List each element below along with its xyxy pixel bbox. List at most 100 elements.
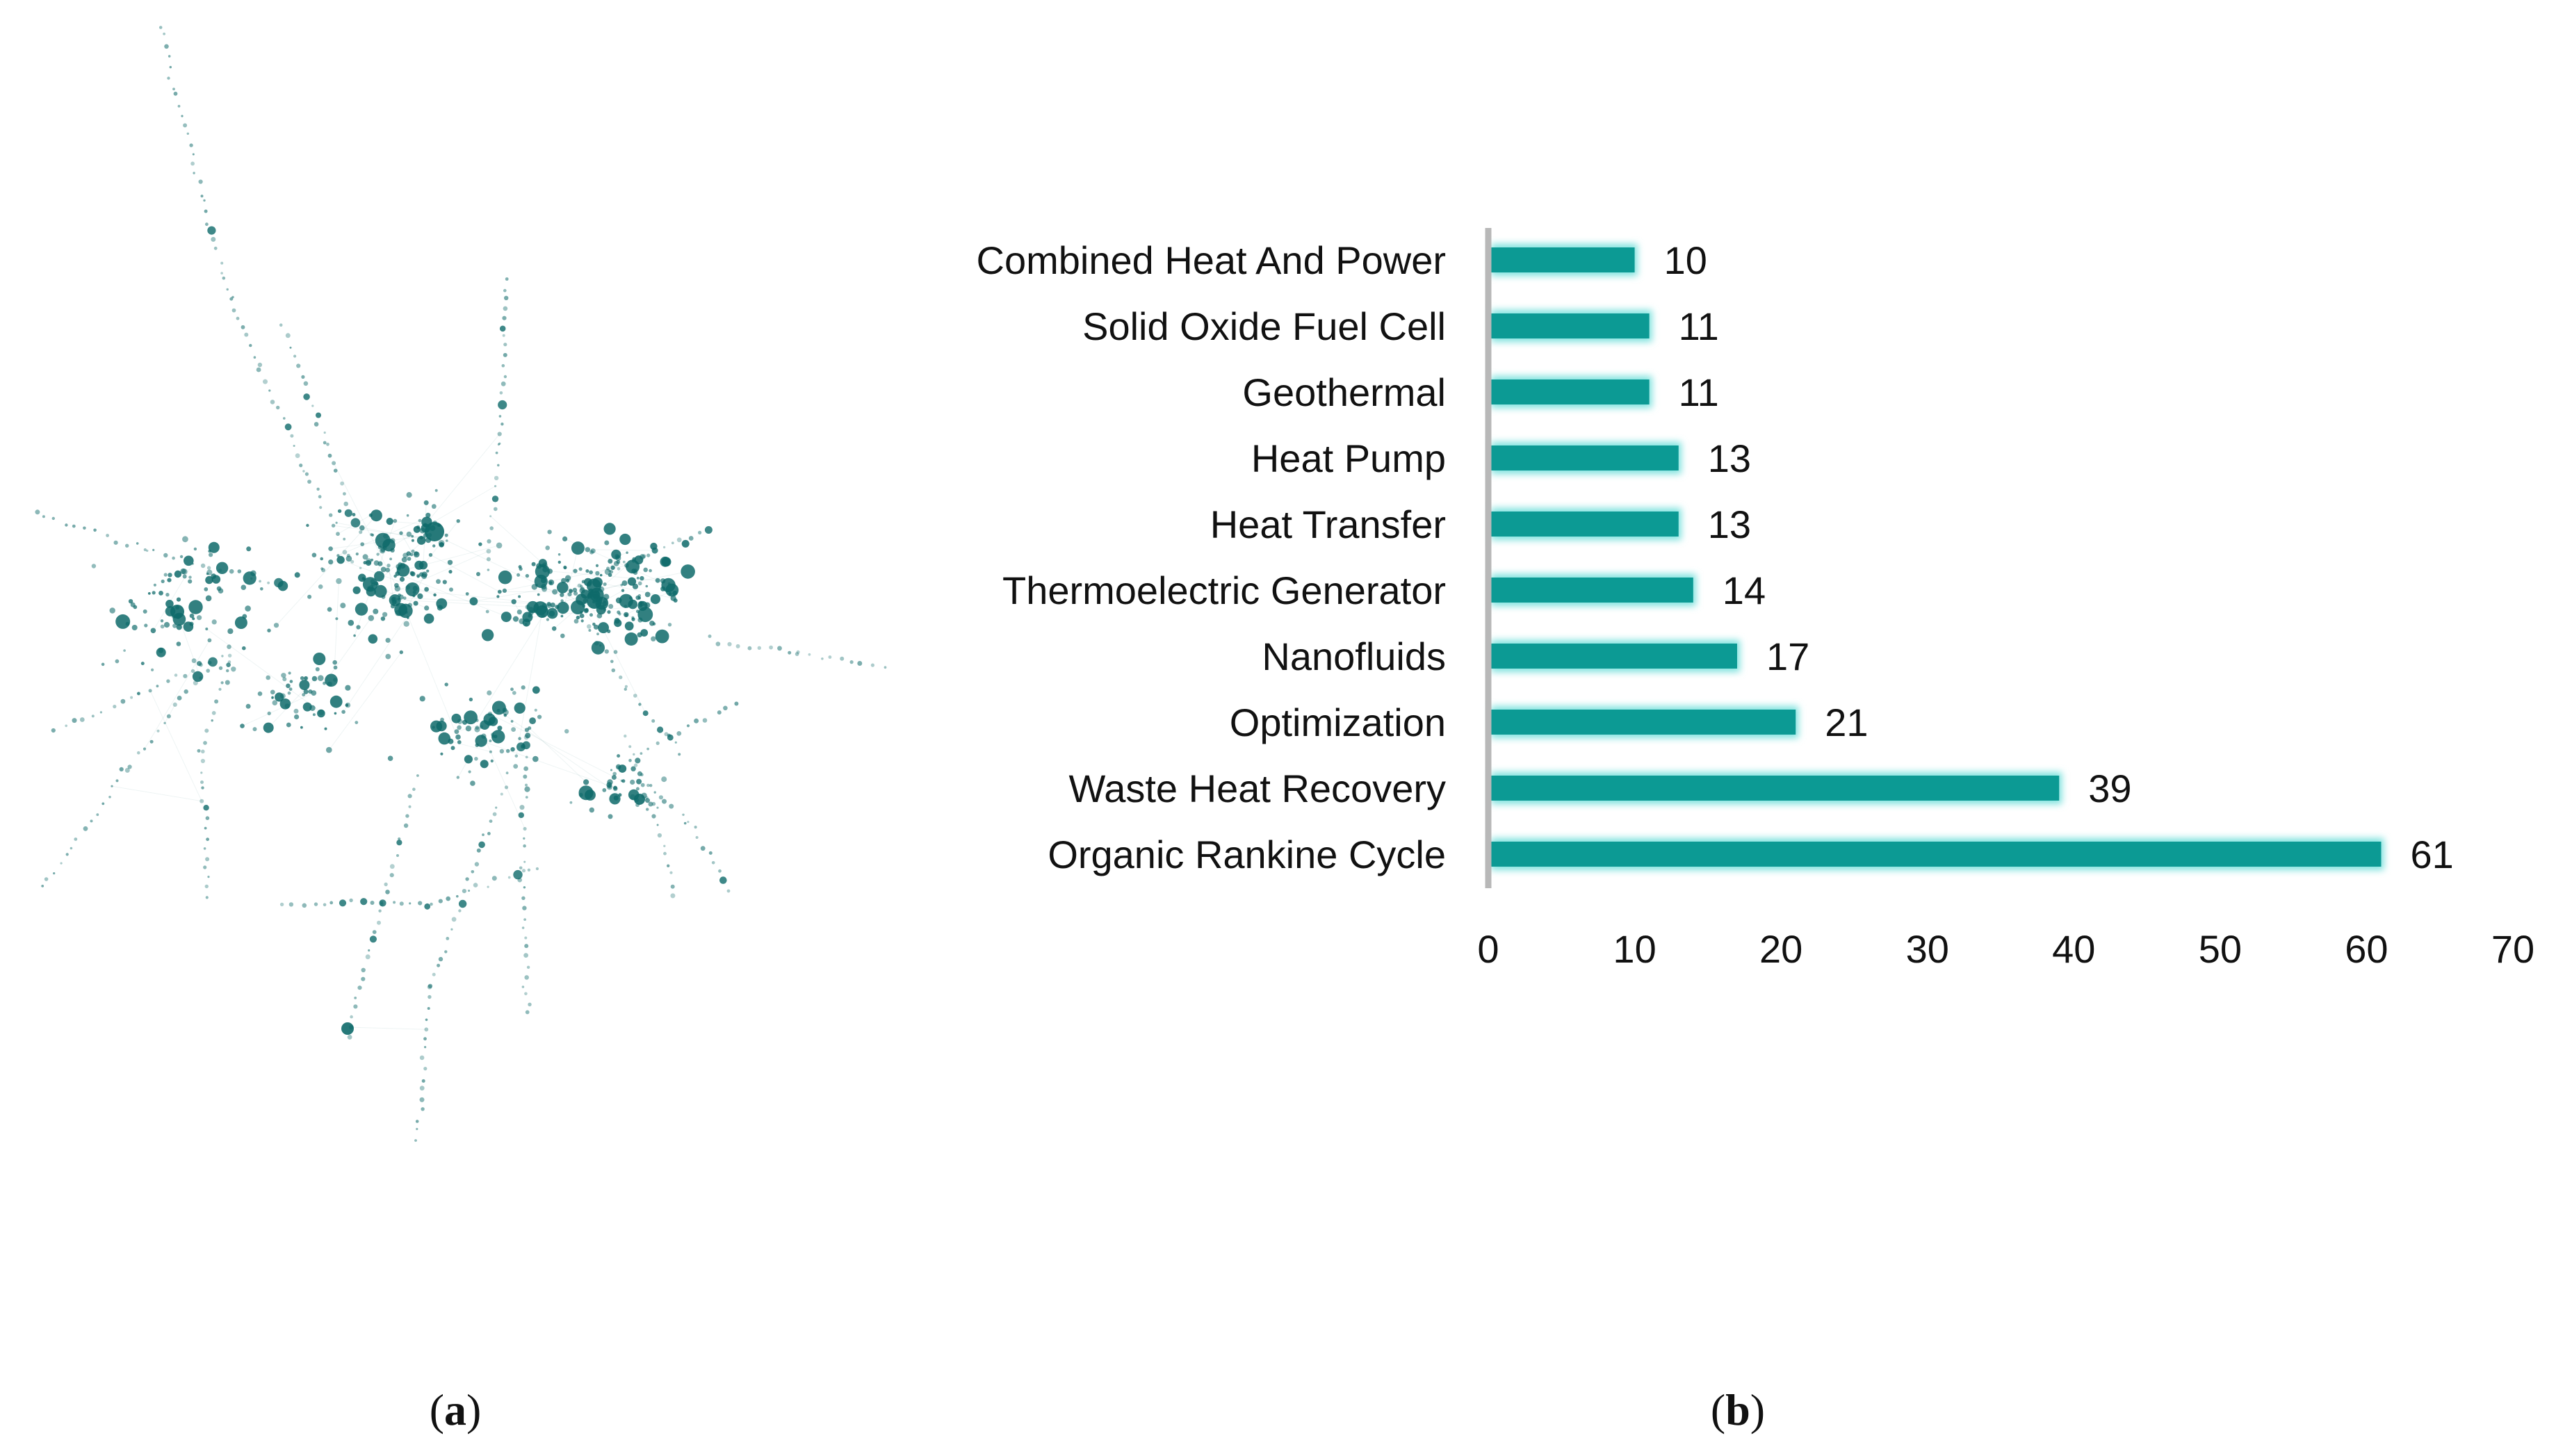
network-node: [571, 541, 585, 555]
network-node: [669, 803, 674, 809]
network-node: [244, 332, 249, 337]
network-node: [300, 726, 303, 729]
network-node: [396, 840, 402, 846]
x-tick-label: 30: [1906, 927, 1949, 971]
network-node: [540, 578, 547, 584]
network-node: [313, 653, 326, 665]
network-edge: [489, 713, 622, 781]
network-node: [715, 641, 721, 646]
value-label: 13: [1708, 502, 1751, 546]
network-node: [645, 584, 649, 588]
network-node: [227, 660, 231, 664]
network-node: [630, 766, 636, 771]
network-node: [682, 813, 685, 817]
network-node: [607, 610, 611, 614]
network-node: [60, 862, 63, 865]
network-node: [333, 468, 338, 473]
network-node: [458, 899, 467, 908]
network-node: [471, 870, 475, 874]
network-node: [350, 1015, 353, 1019]
network-node: [563, 565, 567, 570]
network-node: [125, 543, 129, 548]
network-node: [411, 534, 414, 538]
bar: [1491, 313, 1650, 338]
network-node: [41, 885, 44, 887]
network-node: [156, 729, 160, 733]
network-node: [613, 795, 619, 801]
network-node: [172, 623, 177, 628]
network-node: [190, 161, 195, 166]
x-tick-label: 0: [1477, 927, 1499, 971]
network-node: [603, 608, 606, 612]
network-node: [672, 590, 678, 596]
network-node: [148, 689, 152, 693]
network-node: [160, 619, 164, 623]
network-node: [253, 356, 257, 359]
network-node: [526, 965, 530, 970]
network-node: [572, 587, 578, 593]
network-node: [413, 600, 418, 606]
network-node: [347, 1034, 352, 1040]
network-node: [469, 597, 478, 606]
network-node: [617, 567, 621, 571]
network-node: [326, 442, 329, 446]
network-node: [214, 699, 219, 704]
network-node: [512, 616, 519, 622]
network-node: [91, 564, 97, 569]
network-node: [421, 571, 428, 578]
network-node: [450, 746, 455, 751]
network-node: [366, 559, 372, 566]
network-node: [163, 32, 166, 35]
network-node: [523, 774, 528, 779]
network-node: [173, 91, 178, 96]
network-node: [177, 696, 182, 701]
network-node: [480, 760, 489, 769]
network-node: [419, 1055, 425, 1061]
network-node: [525, 573, 530, 578]
network-node: [192, 617, 195, 621]
network-node: [667, 623, 672, 627]
network-node: [624, 563, 629, 568]
network-node: [448, 570, 453, 574]
network-node: [569, 801, 573, 804]
network-node: [585, 547, 590, 553]
network-node: [218, 569, 222, 573]
network-node: [398, 837, 401, 841]
network-node: [487, 832, 491, 835]
network-node: [637, 581, 642, 586]
network-node: [383, 533, 389, 539]
network-node: [557, 560, 561, 564]
network-node: [617, 610, 621, 614]
network-node: [549, 581, 553, 584]
network-node: [158, 26, 163, 29]
network-node: [182, 574, 187, 579]
network-node: [474, 862, 480, 867]
network-node: [644, 602, 651, 609]
network-node: [418, 518, 422, 523]
panel-label-b: (b): [1711, 1385, 1765, 1434]
network-node: [241, 584, 247, 590]
network-node: [336, 555, 345, 564]
network-node: [663, 844, 666, 848]
network-node: [90, 819, 93, 823]
network-node: [551, 626, 557, 631]
network-edge: [591, 571, 688, 591]
network-node: [718, 869, 722, 873]
network-node: [512, 691, 516, 695]
network-node: [108, 796, 111, 799]
network-node: [137, 692, 140, 696]
network-node: [227, 644, 231, 649]
network-node: [335, 521, 338, 524]
network-node: [289, 346, 292, 349]
network-node: [205, 816, 210, 820]
network-node: [492, 812, 497, 817]
network-node: [525, 733, 531, 739]
network-node: [74, 837, 78, 841]
network-node: [470, 780, 475, 786]
network-node: [849, 660, 854, 664]
network-node: [323, 441, 327, 445]
network-node: [524, 944, 529, 949]
network-node: [204, 826, 207, 830]
network-node: [505, 749, 510, 753]
network-node: [568, 588, 573, 593]
